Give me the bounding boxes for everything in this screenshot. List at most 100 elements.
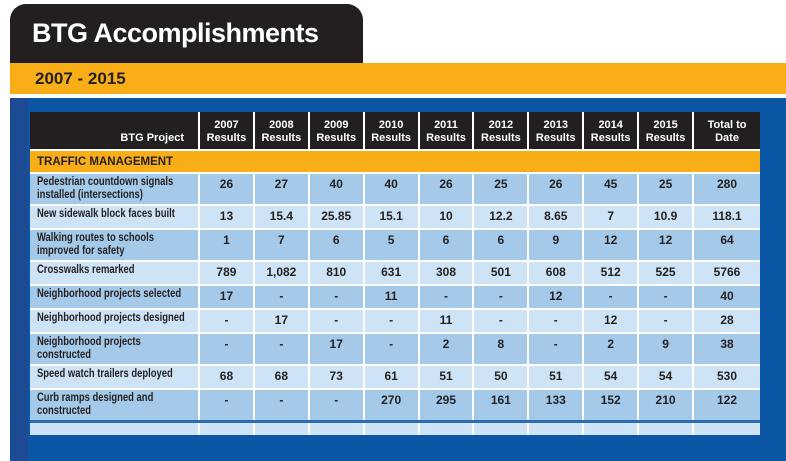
value-cell: 152 xyxy=(584,390,640,420)
value-cell: 530 xyxy=(694,366,761,388)
value-cell xyxy=(254,423,310,435)
section-header-row: TRAFFIC MANAGEMENT xyxy=(30,151,760,174)
value-cell xyxy=(474,423,530,435)
value-cell: 25.85 xyxy=(309,206,365,228)
value-cell: 133 xyxy=(529,390,585,420)
value-cell: 122 xyxy=(694,390,761,420)
title-banner: BTG Accomplishments xyxy=(10,4,363,63)
value-cell xyxy=(584,423,640,435)
year-column-header: 2010 Results xyxy=(364,112,420,149)
value-cell: 1,082 xyxy=(254,262,310,284)
project-label: Speed watch trailers deployed xyxy=(30,366,200,388)
value-cell: 61 xyxy=(364,366,420,388)
table-row: New sidewalk block faces built 13 15.4 25.8… xyxy=(30,206,761,230)
value-cell: 9 xyxy=(639,334,695,364)
panel-left-strip xyxy=(10,98,28,461)
value-cell: 68 xyxy=(200,366,255,388)
value-cell: 13 xyxy=(200,206,255,228)
project-label: Walking routes to schools improved for s… xyxy=(30,230,200,260)
value-cell: - xyxy=(200,310,255,332)
value-cell: 25 xyxy=(474,174,530,204)
table-row: Neighborhood projects selected 17- -11- -12… xyxy=(30,286,761,310)
value-cell: 26 xyxy=(200,174,255,204)
total-column-header: Total to Date xyxy=(694,112,761,149)
year-column-header: 2015 Results xyxy=(639,112,695,149)
value-cell: - xyxy=(309,390,365,420)
value-cell: 118.1 xyxy=(694,206,761,228)
year-range-label: 2007 - 2015 xyxy=(35,68,126,88)
value-cell: 17 xyxy=(309,334,365,364)
value-cell: 54 xyxy=(639,366,695,388)
value-cell xyxy=(639,423,695,435)
table-divider xyxy=(30,420,760,423)
year-range-bar: 2007 - 2015 xyxy=(10,63,786,94)
value-cell: 11 xyxy=(419,310,475,332)
value-cell: 270 xyxy=(364,390,420,420)
value-cell: 64 xyxy=(694,230,761,260)
value-cell: 12.2 xyxy=(474,206,530,228)
value-cell: - xyxy=(254,286,310,308)
value-cell: 161 xyxy=(474,390,530,420)
table-row: Pedestrian countdown signals installed (… xyxy=(30,174,761,206)
value-cell xyxy=(694,423,761,435)
table-row: Walking routes to schools improved for s… xyxy=(30,230,761,262)
table-row: Neighborhood projects designed -17- -11- -1… xyxy=(30,310,761,334)
value-cell: 12 xyxy=(584,230,640,260)
value-cell: 789 xyxy=(200,262,255,284)
year-column-header: 2007 Results xyxy=(200,112,255,149)
table-row: Neighborhood projects constructed - -17-2 8… xyxy=(30,334,761,366)
value-cell xyxy=(200,423,255,435)
value-cell: 6 xyxy=(419,230,475,260)
value-cell: 40 xyxy=(694,286,761,308)
year-column-header: 2012 Results xyxy=(474,112,530,149)
value-cell xyxy=(309,423,365,435)
value-cell: 501 xyxy=(474,262,530,284)
value-cell: 68 xyxy=(254,366,310,388)
value-cell: 210 xyxy=(639,390,695,420)
value-cell: 10 xyxy=(419,206,475,228)
value-cell: 17 xyxy=(254,310,310,332)
value-cell: - xyxy=(254,390,310,420)
value-cell: - xyxy=(309,310,365,332)
value-cell: - xyxy=(200,390,255,420)
value-cell: 17 xyxy=(200,286,255,308)
table-header-row: BTG Project 2007 Results 2008 Results 2009 Res… xyxy=(30,112,761,151)
value-cell: - xyxy=(529,310,585,332)
project-label: Neighborhood projects designed xyxy=(30,310,200,332)
value-cell: 2 xyxy=(584,334,640,364)
value-cell: 45 xyxy=(584,174,640,204)
value-cell: 10.9 xyxy=(639,206,695,228)
value-cell: 51 xyxy=(529,366,585,388)
table-row: Curb ramps designed and constructed - - -27… xyxy=(30,390,761,420)
value-cell: 15.4 xyxy=(254,206,310,228)
value-cell: 810 xyxy=(309,262,365,284)
value-cell: - xyxy=(639,286,695,308)
value-cell: 51 xyxy=(419,366,475,388)
value-cell: 25 xyxy=(639,174,695,204)
value-cell: 15.1 xyxy=(364,206,420,228)
value-cell: 512 xyxy=(584,262,640,284)
year-column-header: 2008 Results xyxy=(254,112,310,149)
value-cell: - xyxy=(419,286,475,308)
value-cell xyxy=(529,423,585,435)
value-cell: 308 xyxy=(419,262,475,284)
value-cell xyxy=(364,423,420,435)
value-cell: 9 xyxy=(529,230,585,260)
value-cell: - xyxy=(639,310,695,332)
value-cell: - xyxy=(474,310,530,332)
table-row: Crosswalks remarked 789 1,082 810 631 308 501 6… xyxy=(30,262,761,286)
value-cell: 6 xyxy=(309,230,365,260)
value-cell: 50 xyxy=(474,366,530,388)
value-cell: 7 xyxy=(254,230,310,260)
value-cell: 40 xyxy=(309,174,365,204)
value-cell: 8.65 xyxy=(529,206,585,228)
value-cell: 11 xyxy=(364,286,420,308)
project-label: Neighborhood projects selected xyxy=(30,286,200,308)
year-column-header: 2009 Results xyxy=(309,112,365,149)
value-cell: 8 xyxy=(474,334,530,364)
value-cell: 7 xyxy=(584,206,640,228)
value-cell: 28 xyxy=(694,310,761,332)
value-cell: 12 xyxy=(529,286,585,308)
value-cell: 1 xyxy=(200,230,255,260)
